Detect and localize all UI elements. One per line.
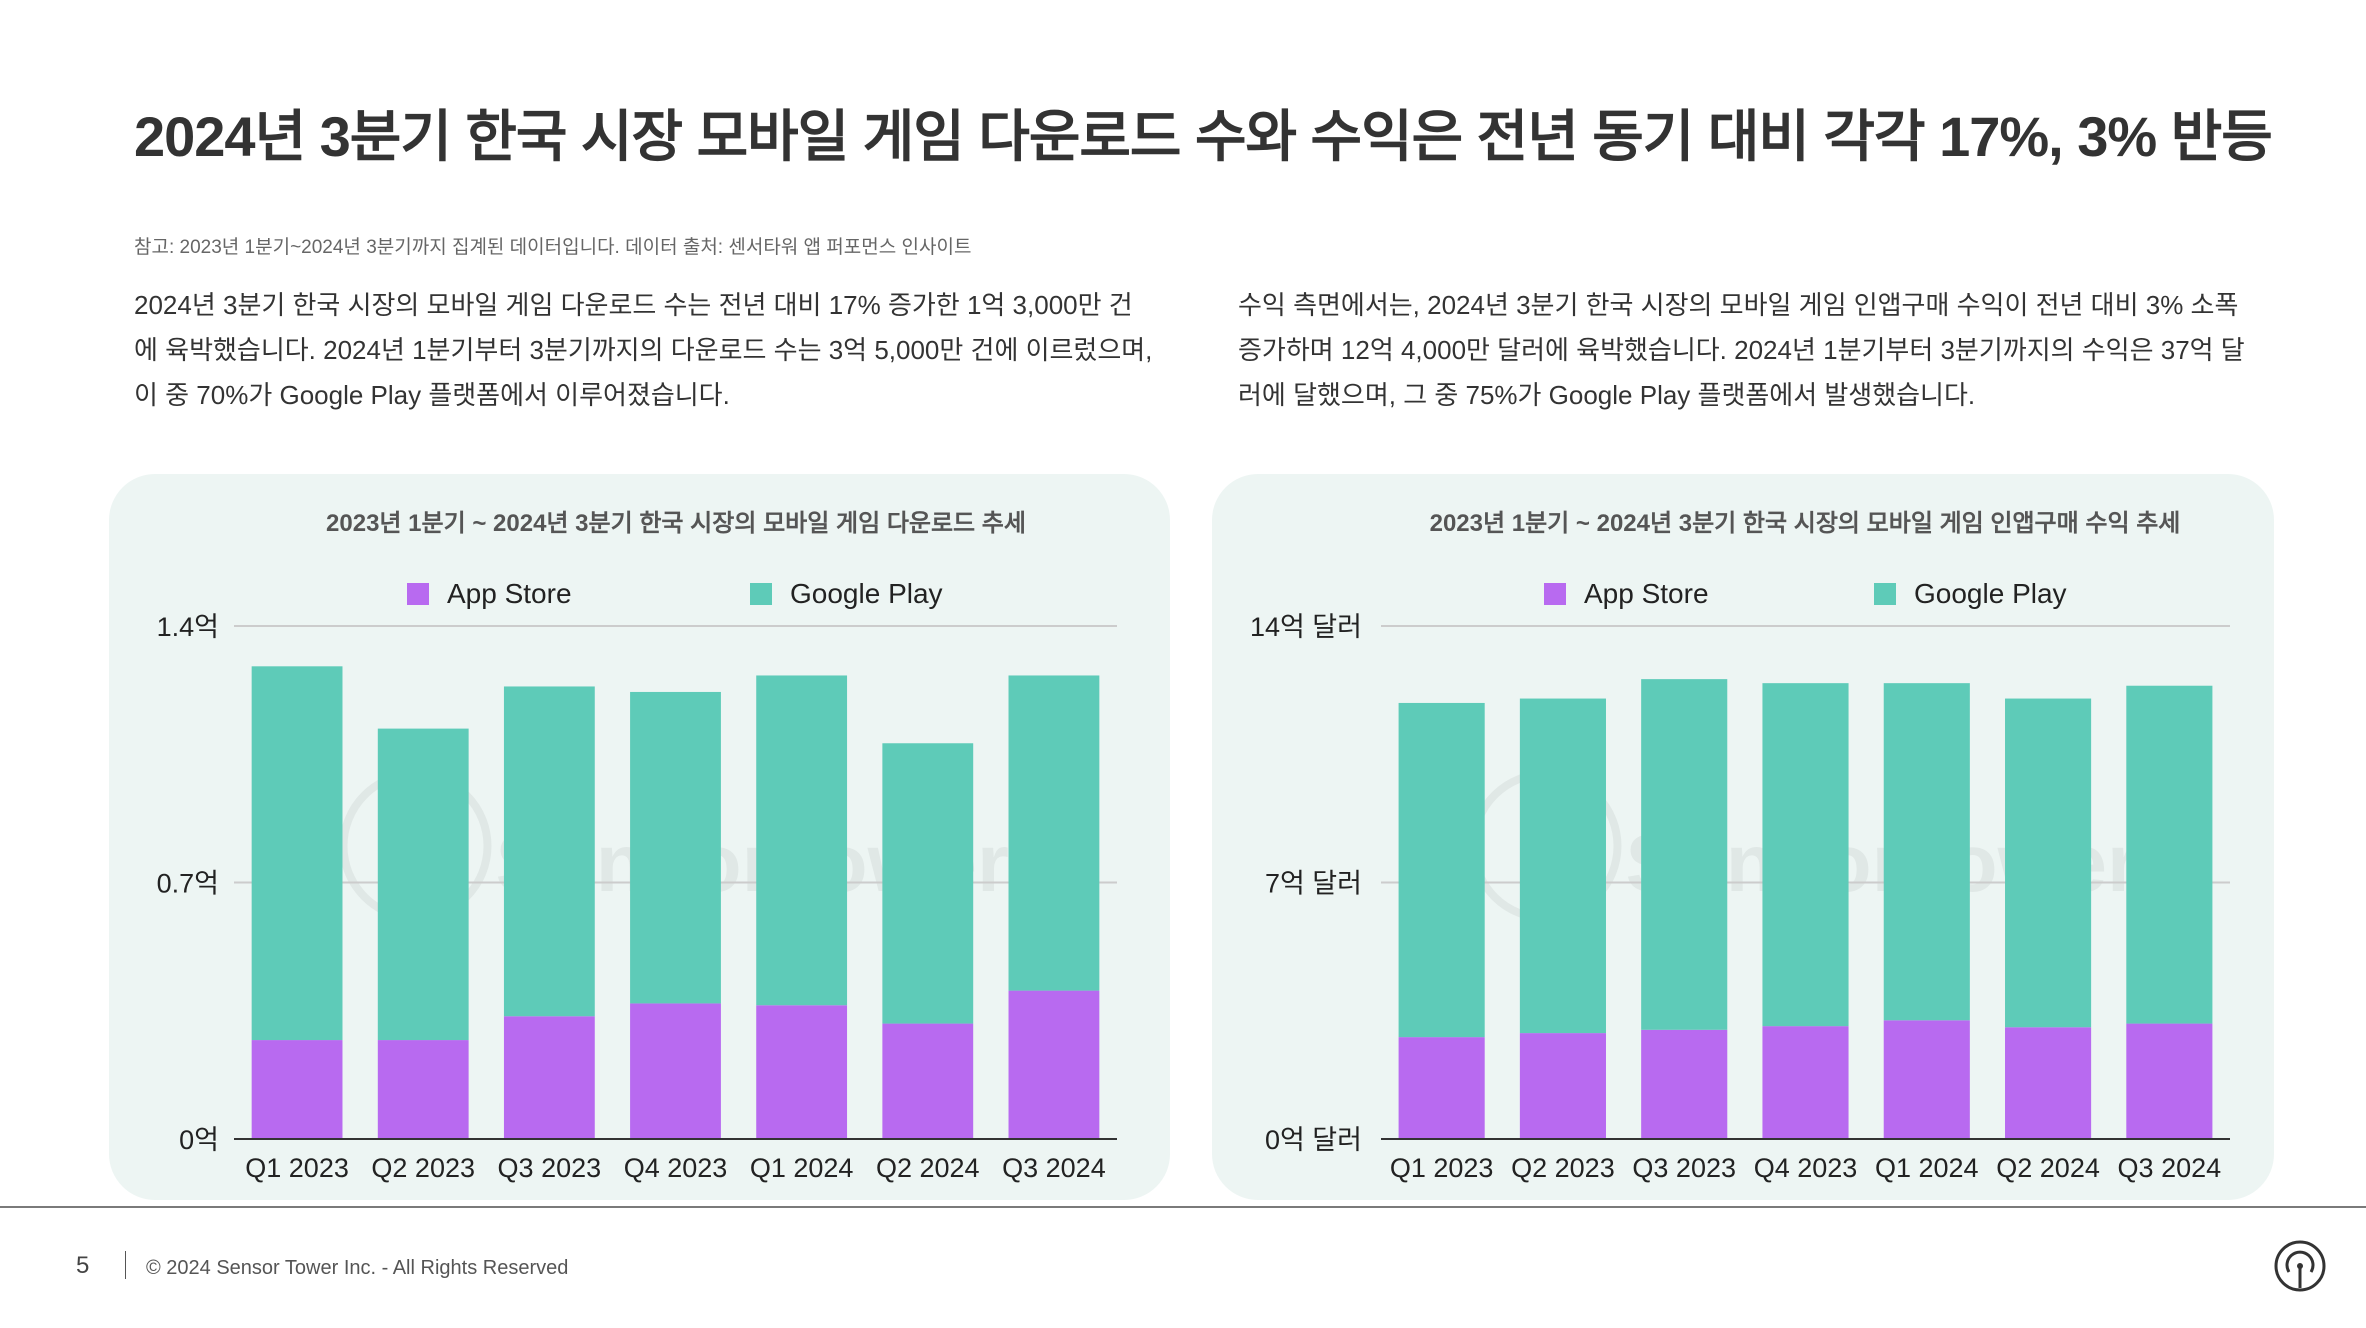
y-tick-label: 7억 달러 xyxy=(1265,869,1362,899)
downloads-paragraph: 2024년 3분기 한국 시장의 모바일 게임 다운로드 수는 전년 대비 17… xyxy=(134,290,1153,410)
y-tick-label: 0억 xyxy=(179,1125,219,1155)
bar-google-play xyxy=(503,686,595,1017)
data-source-note: 참고: 2023년 1분기~2024년 3분기까지 집계된 데이터입니다. 데이… xyxy=(134,237,972,258)
bar-app-store xyxy=(1398,1037,1485,1139)
x-tick-label: Q3 2024 xyxy=(1002,1153,1106,1183)
copyright-text: © 2024 Sensor Tower Inc. - All Rights Re… xyxy=(146,1257,569,1279)
legend-label: App Store xyxy=(1584,578,1709,609)
bar-app-store xyxy=(630,1003,721,1139)
legend-label: Google Play xyxy=(1914,578,2067,609)
legend-label: App Store xyxy=(447,578,572,609)
bar-app-store xyxy=(377,1040,469,1139)
bar-google-play xyxy=(251,666,343,1041)
chart-title: 2023년 1분기 ~ 2024년 3분기 한국 시장의 모바일 게임 다운로드… xyxy=(326,510,1026,537)
bar-google-play xyxy=(1519,698,1606,1034)
x-tick-label: Q2 2024 xyxy=(876,1153,980,1183)
page-number: 5 xyxy=(76,1252,90,1279)
bar-app-store xyxy=(251,1040,343,1139)
x-tick-label: Q1 2024 xyxy=(750,1153,854,1183)
x-tick-label: Q2 2024 xyxy=(1996,1153,2100,1183)
bar-app-store xyxy=(756,1005,848,1139)
bar-app-store xyxy=(1641,1029,1728,1139)
bar-app-store xyxy=(503,1016,595,1139)
bar-app-store xyxy=(882,1023,974,1139)
footer-separator xyxy=(125,1251,126,1279)
bar-google-play xyxy=(1762,683,1849,1027)
bar-app-store xyxy=(2005,1027,2092,1139)
bar-google-play xyxy=(2126,685,2213,1024)
bar-app-store xyxy=(1883,1020,1970,1139)
x-tick-label: Q1 2023 xyxy=(245,1153,349,1183)
revenue-paragraph: 수익 측면에서는, 2024년 3분기 한국 시장의 모바일 게임 인앱구매 수… xyxy=(1238,290,2245,410)
legend-label: Google Play xyxy=(790,578,943,609)
bar-app-store xyxy=(1008,990,1100,1139)
x-tick-label: Q1 2024 xyxy=(1875,1153,1979,1183)
chart-title: 2023년 1분기 ~ 2024년 3분기 한국 시장의 모바일 게임 인앱구매… xyxy=(1430,510,2181,537)
x-tick-label: Q4 2023 xyxy=(1754,1153,1858,1183)
legend-swatch-google-play xyxy=(1874,583,1896,605)
x-tick-label: Q2 2023 xyxy=(371,1153,475,1183)
bar-google-play xyxy=(756,675,848,1006)
y-tick-label: 0.7억 xyxy=(157,869,219,899)
bar-google-play xyxy=(2005,698,2092,1028)
x-tick-label: Q4 2023 xyxy=(624,1153,728,1183)
x-tick-label: Q3 2023 xyxy=(1632,1153,1736,1183)
bar-google-play xyxy=(1398,702,1485,1038)
y-tick-label: 0억 달러 xyxy=(1265,1125,1362,1155)
bar-google-play xyxy=(1008,675,1100,991)
revenue-chart-panel: SensorTower 2023년 1분기 ~ 2024년 3분기 한국 시장의 … xyxy=(1212,474,2274,1200)
bar-google-play xyxy=(882,743,974,1024)
x-tick-label: Q3 2023 xyxy=(498,1153,602,1183)
y-tick-label: 1.4억 xyxy=(157,612,219,642)
bar-google-play xyxy=(630,691,721,1004)
legend-swatch-app-store xyxy=(407,583,429,605)
sensor-tower-logo-icon xyxy=(2274,1240,2326,1292)
x-tick-label: Q2 2023 xyxy=(1511,1153,1615,1183)
bar-app-store xyxy=(1762,1026,1849,1139)
bar-google-play xyxy=(1641,679,1728,1030)
legend-swatch-app-store xyxy=(1544,583,1566,605)
x-tick-label: Q3 2024 xyxy=(2118,1153,2222,1183)
bar-google-play xyxy=(377,728,469,1041)
x-tick-label: Q1 2023 xyxy=(1390,1153,1494,1183)
bar-app-store xyxy=(2126,1023,2213,1139)
bar-app-store xyxy=(1519,1033,1606,1139)
footer-divider xyxy=(0,1206,2366,1208)
page-title: 2024년 3분기 한국 시장 모바일 게임 다운로드 수와 수익은 전년 동기… xyxy=(134,105,2273,168)
y-tick-label: 14억 달러 xyxy=(1250,612,1362,642)
legend-swatch-google-play xyxy=(750,583,772,605)
bar-google-play xyxy=(1883,683,1970,1021)
downloads-chart-panel: SensorTower 2023년 1분기 ~ 2024년 3분기 한국 시장의 … xyxy=(109,474,1170,1200)
